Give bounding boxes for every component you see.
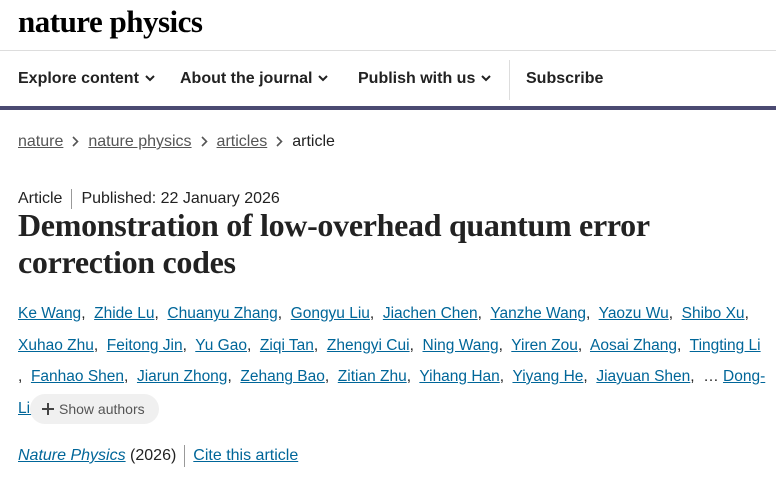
- author-link[interactable]: Yiren Zou: [511, 337, 586, 354]
- author-list: Ke Wang Zhide Lu Chuanyu Zhang Gongyu Li…: [18, 298, 766, 424]
- logo[interactable]: nature physics: [18, 4, 203, 39]
- author-link[interactable]: Zhide Lu: [94, 305, 163, 322]
- year: (2026): [130, 447, 177, 465]
- author-link[interactable]: Zitian Zhu: [338, 368, 416, 385]
- nav-label[interactable]: About the journal: [180, 70, 313, 87]
- crumb-arrow: [276, 136, 283, 147]
- nav-item[interactable]: Explore content: [18, 70, 155, 88]
- author-link[interactable]: Yu Gao: [195, 337, 255, 354]
- crumb-arrow: [72, 136, 80, 147]
- author-link[interactable]: Jiayuan Shen: [596, 368, 699, 385]
- article-type: Article: [18, 190, 63, 208]
- author-link[interactable]: Jiachen Chen: [383, 305, 486, 322]
- breadcrumbs: nature nature physics articles article: [18, 133, 335, 151]
- author-link[interactable]: Shibo Xu: [682, 305, 754, 322]
- citation: Nature Physics (2026) Cite this article: [18, 445, 298, 467]
- author-link[interactable]: Chuanyu Zhang: [167, 305, 286, 322]
- published-date: Published: 22 January 2026: [81, 190, 280, 208]
- chevron: [481, 75, 492, 82]
- crumb[interactable]: articles: [216, 133, 268, 150]
- author-link[interactable]: Yiyang He: [512, 368, 592, 385]
- author-link[interactable]: Ke Wang: [18, 305, 90, 322]
- cite-link[interactable]: Cite this article: [193, 447, 299, 465]
- separator: [71, 189, 73, 209]
- crumb-current: article: [292, 133, 335, 150]
- separator: [509, 60, 510, 100]
- author-link[interactable]: Tingting Li: [18, 337, 761, 386]
- author-link[interactable]: Xuhao Zhu: [18, 337, 102, 354]
- author-link[interactable]: Yanzhe Wang: [490, 305, 594, 322]
- author-link[interactable]: Jiarun Zhong: [137, 368, 236, 385]
- journal-link[interactable]: Nature Physics: [18, 447, 126, 465]
- chevron: [318, 75, 329, 82]
- article-meta: Article Published: 22 January 2026: [18, 189, 280, 209]
- nav-bar: Explore content About the journal Publis…: [0, 58, 776, 104]
- nav-label[interactable]: Explore content: [18, 70, 139, 87]
- nav-item[interactable]: Publish with us: [358, 70, 492, 88]
- accent-bar: [0, 106, 776, 110]
- separator: [184, 445, 186, 467]
- divider: [0, 50, 776, 51]
- author-link[interactable]: Gongyu Liu: [291, 305, 379, 322]
- crumb[interactable]: nature: [18, 133, 64, 150]
- article-title: Demonstration of low-overhead quantum er…: [18, 207, 650, 280]
- author-link[interactable]: Aosai Zhang: [590, 337, 686, 354]
- author-link[interactable]: Zehang Bao: [240, 368, 333, 385]
- crumb[interactable]: nature physics: [88, 133, 192, 150]
- show-authors-button[interactable]: Show authors: [30, 394, 159, 424]
- crumb-arrow: [200, 136, 208, 147]
- author-link[interactable]: Fanhao Shen: [31, 368, 133, 385]
- subscribe[interactable]: Subscribe: [526, 70, 604, 87]
- author-link[interactable]: Feitong Jin: [107, 337, 191, 354]
- author-link[interactable]: Zhengyi Cui: [327, 337, 418, 354]
- plus-icon: [42, 403, 54, 415]
- button-label[interactable]: Show authors: [59, 401, 145, 417]
- chevron: [145, 75, 155, 82]
- author-link[interactable]: Ning Wang: [423, 337, 508, 354]
- author-link[interactable]: Yihang Han: [419, 368, 508, 385]
- ellipsis: …: [703, 368, 719, 385]
- nav-label[interactable]: Publish with us: [358, 70, 476, 87]
- nav-item[interactable]: About the journal: [180, 70, 329, 88]
- author-link[interactable]: Ziqi Tan: [260, 337, 323, 354]
- author-link[interactable]: Yaozu Wu: [599, 305, 678, 322]
